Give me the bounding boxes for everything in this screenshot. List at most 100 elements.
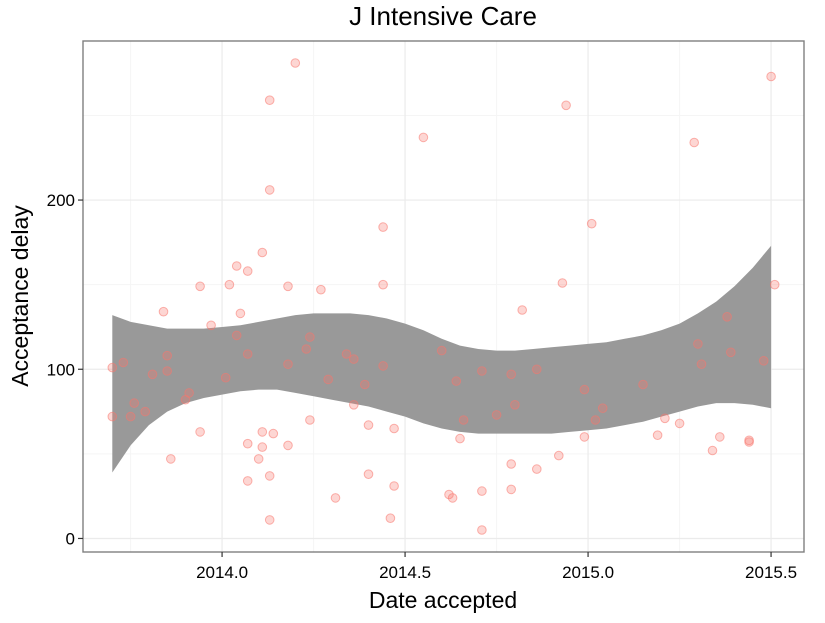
data-point	[349, 400, 359, 410]
data-point	[231, 261, 242, 271]
data-point	[107, 411, 118, 422]
data-point	[722, 312, 732, 322]
data-point	[242, 438, 253, 449]
data-point	[758, 356, 769, 366]
data-point	[257, 247, 268, 258]
data-point	[652, 430, 663, 441]
x-tick-label: 2015.0	[562, 563, 614, 582]
data-point	[517, 305, 528, 315]
data-point	[561, 100, 571, 111]
data-point	[125, 411, 136, 422]
data-point	[477, 486, 487, 496]
minor-gridlines	[83, 41, 804, 552]
data-point	[264, 515, 275, 525]
data-points	[107, 58, 780, 535]
data-point	[477, 366, 487, 376]
y-axis: 0 100 200	[47, 191, 83, 548]
y-tick-label: 100	[47, 360, 75, 379]
data-point	[158, 306, 169, 317]
data-point	[341, 349, 352, 359]
data-point	[301, 344, 312, 354]
data-point	[506, 459, 517, 469]
data-point	[195, 281, 205, 292]
data-point	[385, 513, 396, 524]
data-point	[769, 279, 780, 290]
data-point	[195, 427, 205, 437]
data-point	[264, 185, 275, 195]
data-point	[323, 374, 334, 385]
data-point	[378, 222, 388, 232]
data-point	[147, 369, 158, 380]
data-point	[283, 359, 293, 370]
data-point	[224, 279, 235, 290]
data-point	[378, 279, 388, 290]
data-point	[305, 332, 315, 342]
data-point	[458, 415, 469, 425]
data-point	[290, 58, 301, 68]
data-point	[107, 362, 118, 373]
data-point	[264, 471, 275, 481]
data-point	[389, 423, 399, 434]
data-point	[444, 489, 454, 500]
y-tick-label: 0	[66, 529, 75, 548]
data-point	[118, 357, 129, 368]
data-point	[491, 410, 502, 420]
data-point	[166, 454, 176, 464]
panel-border	[82, 40, 805, 553]
data-point	[696, 359, 707, 370]
data-point	[510, 400, 520, 410]
data-point	[674, 418, 685, 429]
data-point	[129, 398, 139, 408]
data-point	[253, 454, 264, 464]
data-point	[242, 476, 253, 486]
data-point	[451, 376, 462, 386]
data-point	[330, 493, 341, 503]
x-tick-label: 2014.0	[196, 563, 248, 582]
data-point	[638, 379, 648, 390]
data-point	[532, 464, 542, 474]
data-point	[436, 345, 447, 356]
data-point	[477, 525, 487, 535]
data-point	[360, 379, 370, 390]
data-point	[744, 437, 754, 447]
x-axis: 2014.0 2014.5 2015.0 2015.5	[196, 552, 797, 582]
data-point	[283, 281, 293, 292]
data-point	[506, 369, 517, 380]
data-point	[257, 442, 268, 452]
data-point	[378, 361, 388, 371]
data-point	[264, 95, 275, 105]
data-point	[184, 388, 194, 398]
data-point	[363, 469, 374, 480]
data-point	[418, 132, 429, 143]
data-point	[206, 320, 216, 331]
data-point	[579, 432, 590, 442]
data-point	[532, 364, 542, 375]
data-point	[162, 366, 172, 376]
data-point	[363, 420, 374, 430]
data-point	[693, 339, 703, 349]
data-point	[586, 218, 597, 229]
data-point	[220, 372, 231, 383]
data-point	[231, 330, 242, 341]
data-point	[257, 427, 268, 437]
data-point	[349, 354, 359, 364]
data-point	[305, 415, 315, 425]
data-point	[140, 406, 150, 417]
data-point	[590, 415, 601, 425]
data-point	[455, 433, 465, 444]
data-point	[242, 349, 253, 359]
data-point	[557, 278, 568, 288]
data-point	[506, 484, 517, 495]
data-point	[554, 450, 564, 461]
data-point	[389, 481, 399, 491]
x-tick-label: 2015.5	[745, 563, 797, 582]
data-point	[766, 71, 776, 82]
data-point	[597, 403, 608, 414]
x-tick-label: 2014.5	[379, 563, 431, 582]
x-axis-title: Date accepted	[369, 587, 517, 613]
data-point	[283, 440, 293, 451]
data-point	[579, 384, 590, 395]
